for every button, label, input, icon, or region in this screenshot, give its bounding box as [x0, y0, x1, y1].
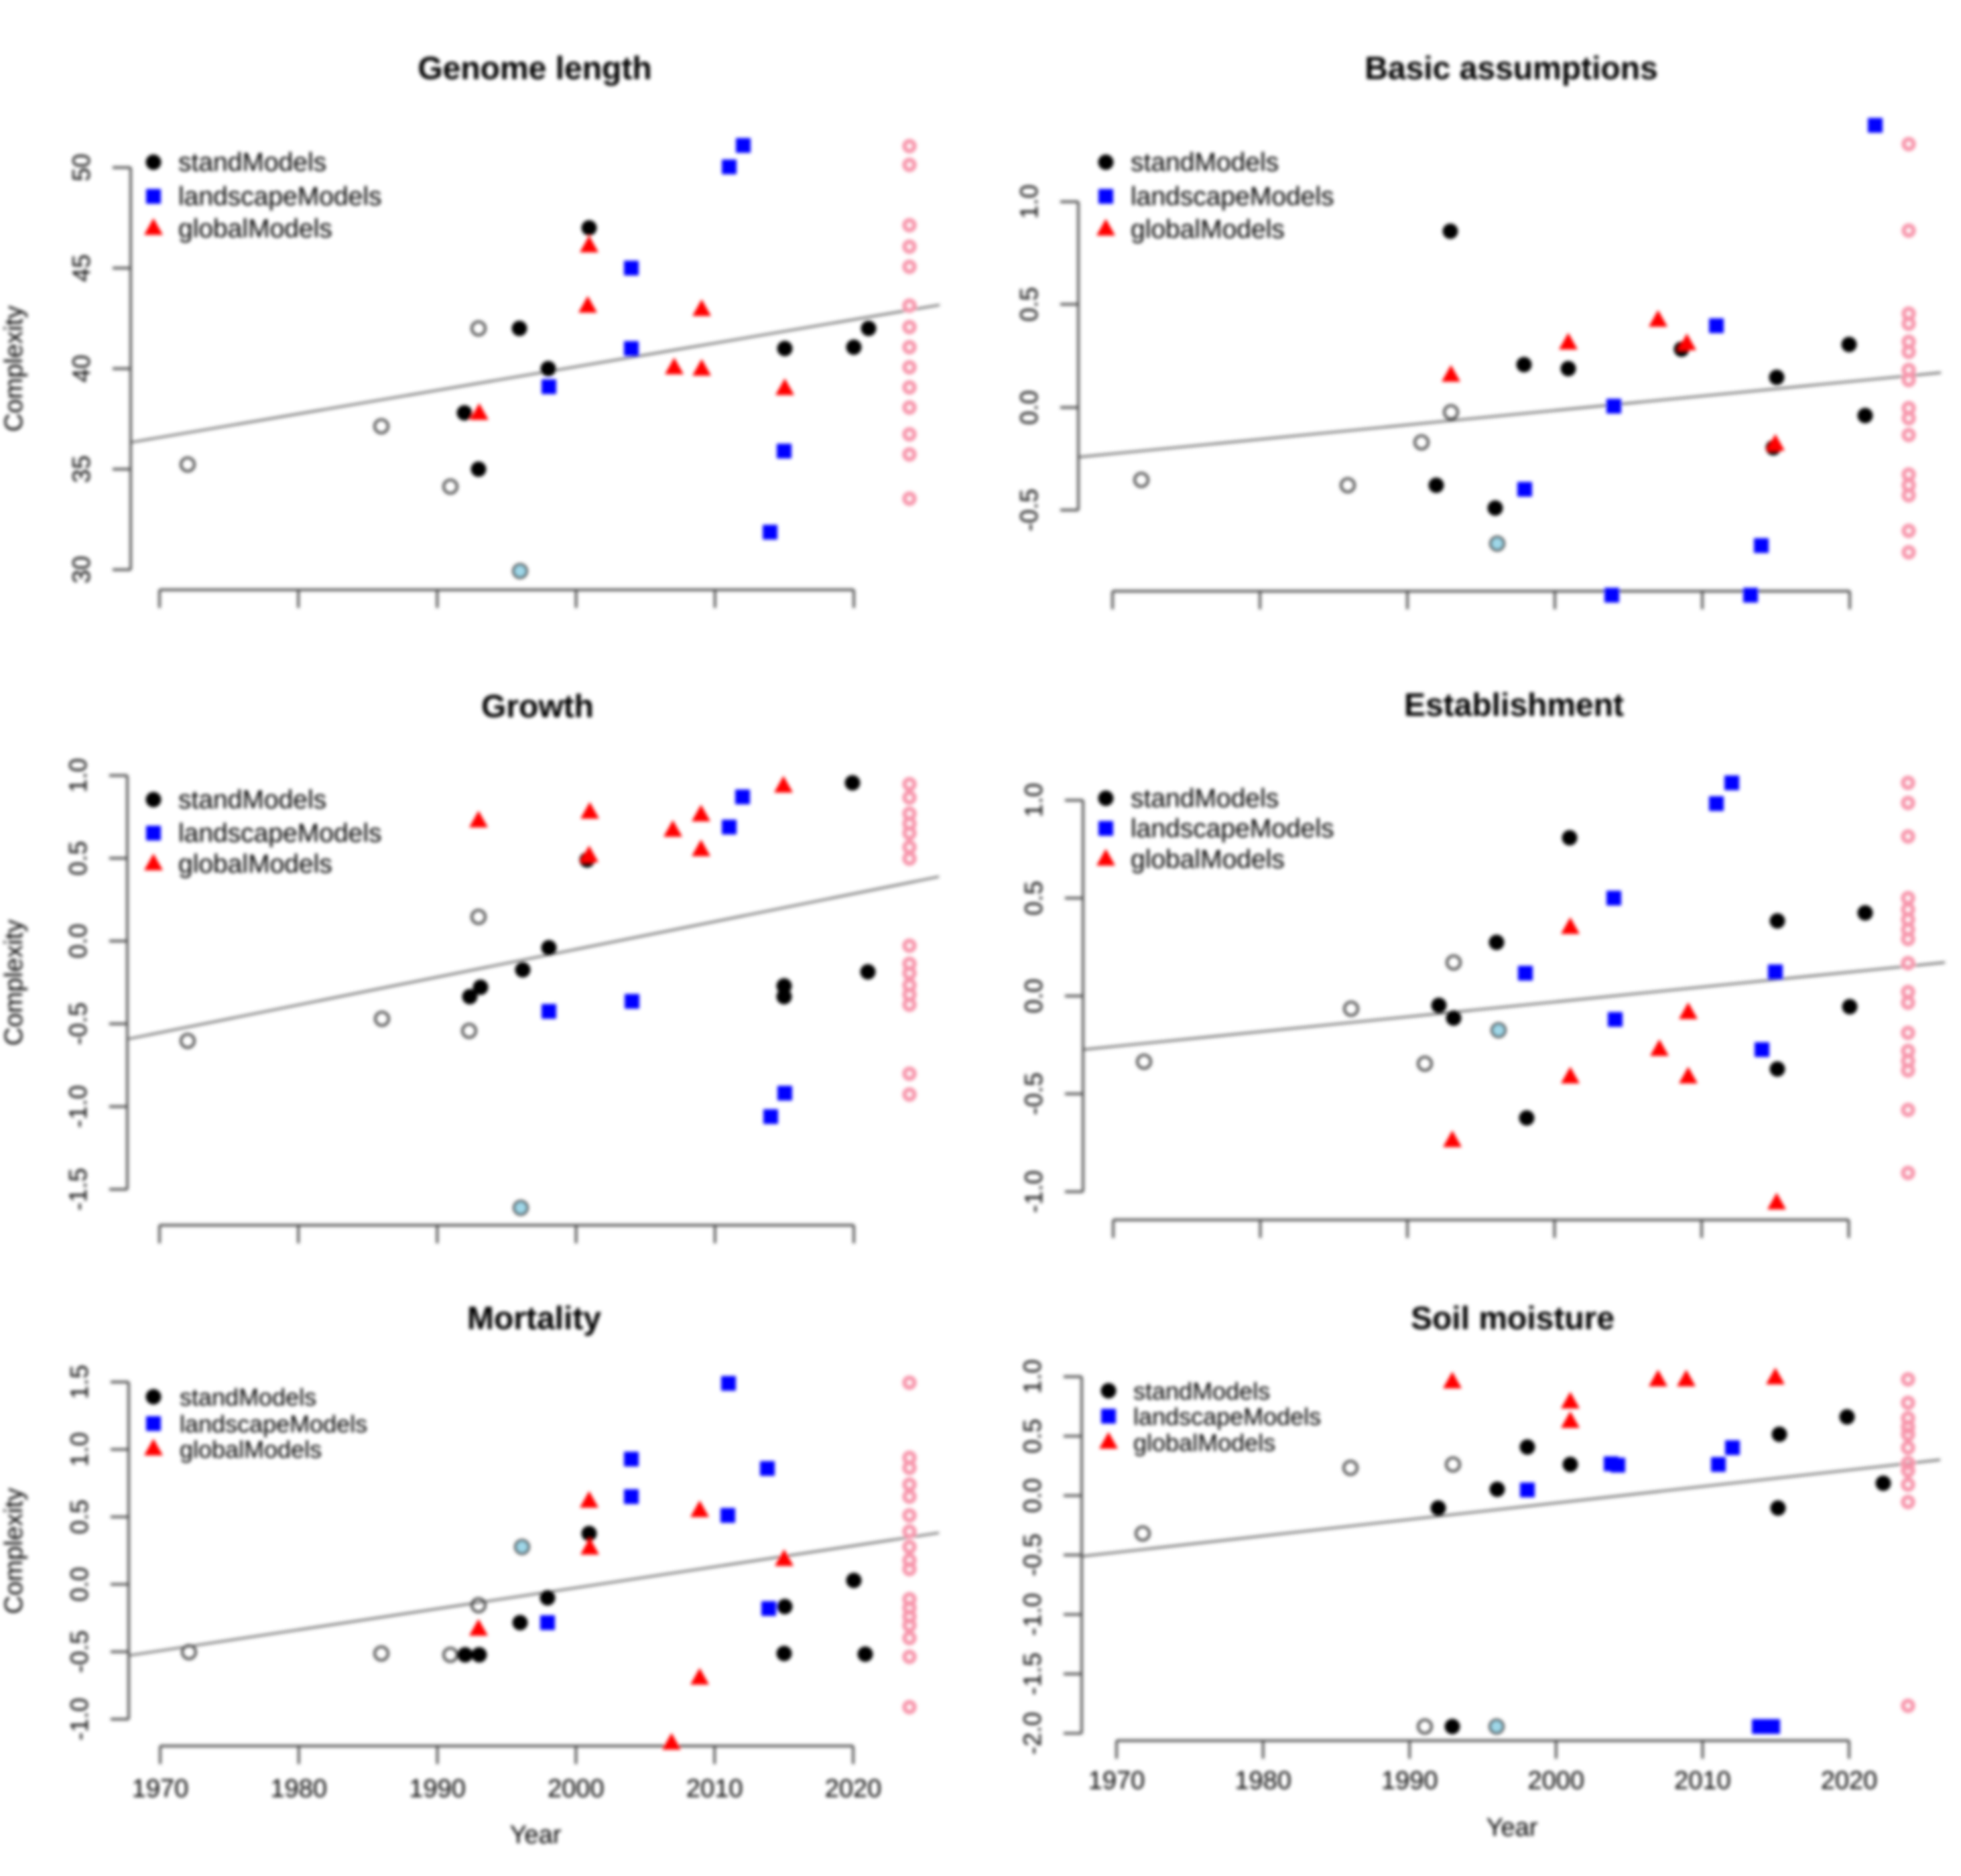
svg-text:Year: Year: [510, 1821, 562, 1849]
svg-text:globalModels: globalModels: [1131, 845, 1285, 874]
svg-text:-1.0: -1.0: [64, 1085, 92, 1128]
svg-text:landscapeModels: landscapeModels: [178, 182, 382, 211]
svg-text:45: 45: [68, 254, 95, 282]
svg-text:1970: 1970: [132, 1775, 189, 1803]
svg-text:Year: Year: [1486, 1814, 1538, 1842]
svg-text:1.0: 1.0: [66, 1432, 93, 1466]
svg-text:2020: 2020: [1821, 1767, 1878, 1795]
svg-text:-0.5: -0.5: [66, 1631, 93, 1674]
svg-text:-0.5: -0.5: [1015, 489, 1043, 531]
svg-text:-0.5: -0.5: [64, 1003, 92, 1046]
svg-text:globalModels: globalModels: [1131, 215, 1285, 244]
svg-text:35: 35: [68, 455, 95, 483]
svg-text:0.5: 0.5: [1020, 881, 1048, 915]
svg-text:0.5: 0.5: [66, 1499, 93, 1534]
svg-text:2000: 2000: [548, 1775, 605, 1803]
svg-text:2010: 2010: [686, 1775, 743, 1803]
svg-text:standModels: standModels: [1131, 148, 1279, 177]
svg-text:2000: 2000: [1528, 1767, 1585, 1795]
svg-text:2010: 2010: [1674, 1767, 1731, 1795]
svg-text:0.5: 0.5: [64, 841, 92, 875]
svg-text:Mortality: Mortality: [467, 1301, 601, 1336]
svg-text:landscapeModels: landscapeModels: [180, 1410, 367, 1438]
svg-text:50: 50: [68, 153, 95, 181]
svg-text:landscapeModels: landscapeModels: [178, 819, 382, 848]
svg-text:landscapeModels: landscapeModels: [1131, 814, 1334, 843]
svg-text:1.0: 1.0: [1019, 1359, 1046, 1393]
svg-text:standModels: standModels: [180, 1383, 316, 1411]
svg-text:1.0: 1.0: [64, 758, 92, 792]
svg-text:Growth: Growth: [481, 689, 594, 725]
svg-text:40: 40: [68, 355, 95, 382]
svg-text:-1.0: -1.0: [1019, 1593, 1046, 1636]
svg-text:0.5: 0.5: [1015, 287, 1043, 321]
svg-text:globalModels: globalModels: [1133, 1429, 1275, 1456]
svg-text:globalModels: globalModels: [178, 850, 332, 879]
svg-text:1.0: 1.0: [1015, 184, 1043, 218]
svg-text:-1.0: -1.0: [66, 1698, 93, 1741]
svg-text:Soil moisture: Soil moisture: [1411, 1301, 1615, 1336]
svg-text:standModels: standModels: [1133, 1377, 1270, 1405]
svg-text:0.0: 0.0: [1015, 390, 1043, 424]
svg-text:landscapeModels: landscapeModels: [1131, 182, 1334, 211]
svg-text:globalModels: globalModels: [178, 214, 332, 243]
svg-text:1.5: 1.5: [66, 1365, 93, 1399]
svg-text:Complexity: Complexity: [0, 306, 28, 432]
svg-text:1980: 1980: [1235, 1767, 1291, 1795]
svg-text:-0.5: -0.5: [1020, 1072, 1048, 1115]
svg-text:Establishment: Establishment: [1404, 688, 1624, 723]
svg-text:-1.5: -1.5: [64, 1168, 92, 1211]
svg-text:1970: 1970: [1088, 1767, 1145, 1795]
svg-text:Genome length: Genome length: [418, 51, 651, 86]
svg-text:0.0: 0.0: [64, 924, 92, 958]
svg-text:Complexity: Complexity: [0, 920, 28, 1046]
svg-text:-0.5: -0.5: [1019, 1534, 1046, 1576]
svg-text:1990: 1990: [1381, 1767, 1438, 1795]
svg-text:1980: 1980: [271, 1775, 328, 1803]
svg-text:landscapeModels: landscapeModels: [1133, 1403, 1321, 1430]
svg-text:0.0: 0.0: [1019, 1479, 1046, 1513]
svg-text:standModels: standModels: [178, 786, 326, 814]
svg-text:Complexity: Complexity: [0, 1488, 28, 1614]
svg-text:-1.0: -1.0: [1020, 1170, 1048, 1213]
svg-text:1.0: 1.0: [1020, 783, 1048, 817]
svg-text:0.0: 0.0: [66, 1567, 93, 1601]
svg-text:globalModels: globalModels: [180, 1436, 322, 1463]
svg-text:-2.0: -2.0: [1019, 1712, 1046, 1755]
svg-text:-1.5: -1.5: [1019, 1653, 1046, 1696]
svg-text:standModels: standModels: [178, 148, 326, 177]
svg-text:standModels: standModels: [1131, 784, 1279, 813]
svg-text:0.5: 0.5: [1019, 1419, 1046, 1453]
svg-text:Basic assumptions: Basic assumptions: [1365, 51, 1657, 86]
svg-text:30: 30: [68, 556, 95, 583]
svg-text:0.0: 0.0: [1020, 979, 1048, 1013]
svg-text:1990: 1990: [409, 1775, 466, 1803]
svg-text:2020: 2020: [825, 1775, 882, 1803]
